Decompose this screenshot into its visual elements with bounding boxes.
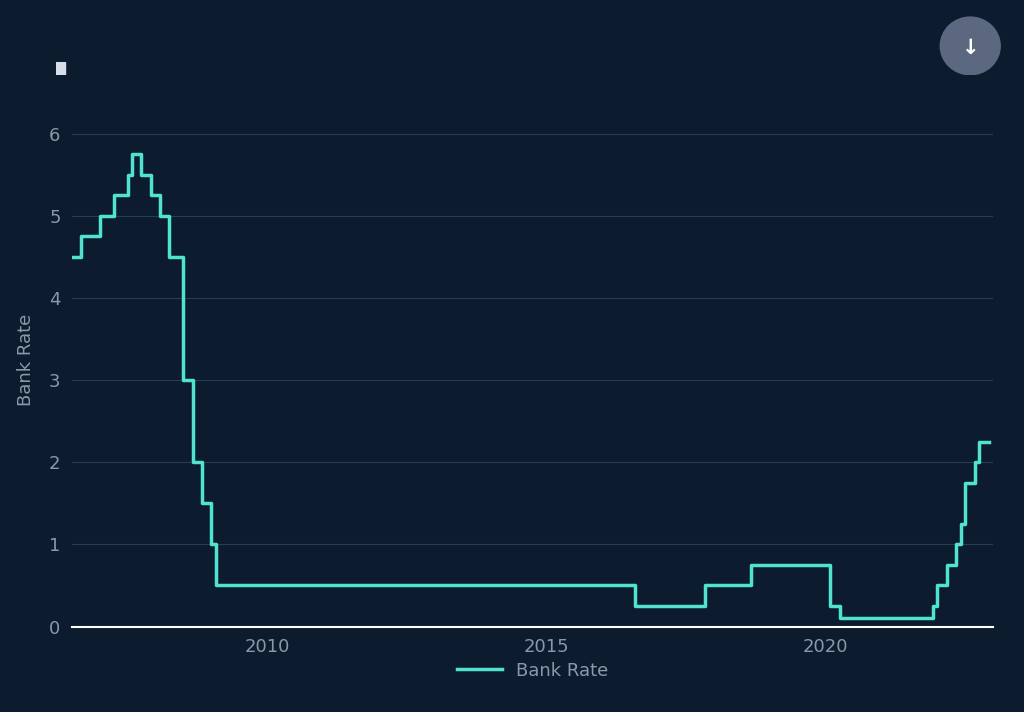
Bar: [965, 62, 973, 75]
Text: ↓: ↓: [962, 38, 979, 58]
Bar: [56, 62, 65, 75]
Y-axis label: Bank Rate: Bank Rate: [17, 313, 35, 406]
Bar: [56, 62, 63, 75]
Circle shape: [940, 17, 1000, 75]
Legend: Bank Rate: Bank Rate: [450, 654, 615, 687]
Bar: [969, 62, 977, 75]
